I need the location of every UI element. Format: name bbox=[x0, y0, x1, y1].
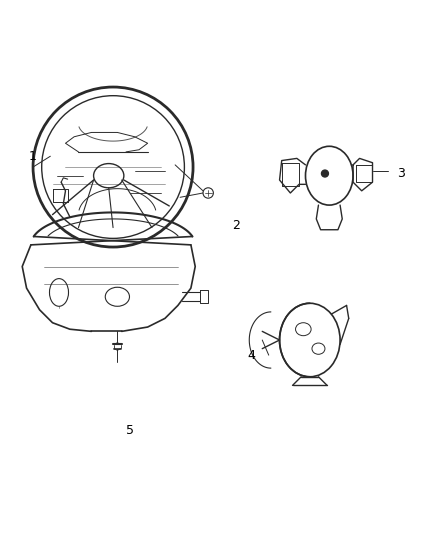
Text: 5: 5 bbox=[126, 424, 134, 438]
Text: 4: 4 bbox=[247, 349, 255, 362]
Text: 2: 2 bbox=[233, 219, 240, 232]
Text: 1: 1 bbox=[29, 150, 37, 163]
Circle shape bbox=[321, 170, 328, 177]
Text: 3: 3 bbox=[397, 167, 405, 180]
